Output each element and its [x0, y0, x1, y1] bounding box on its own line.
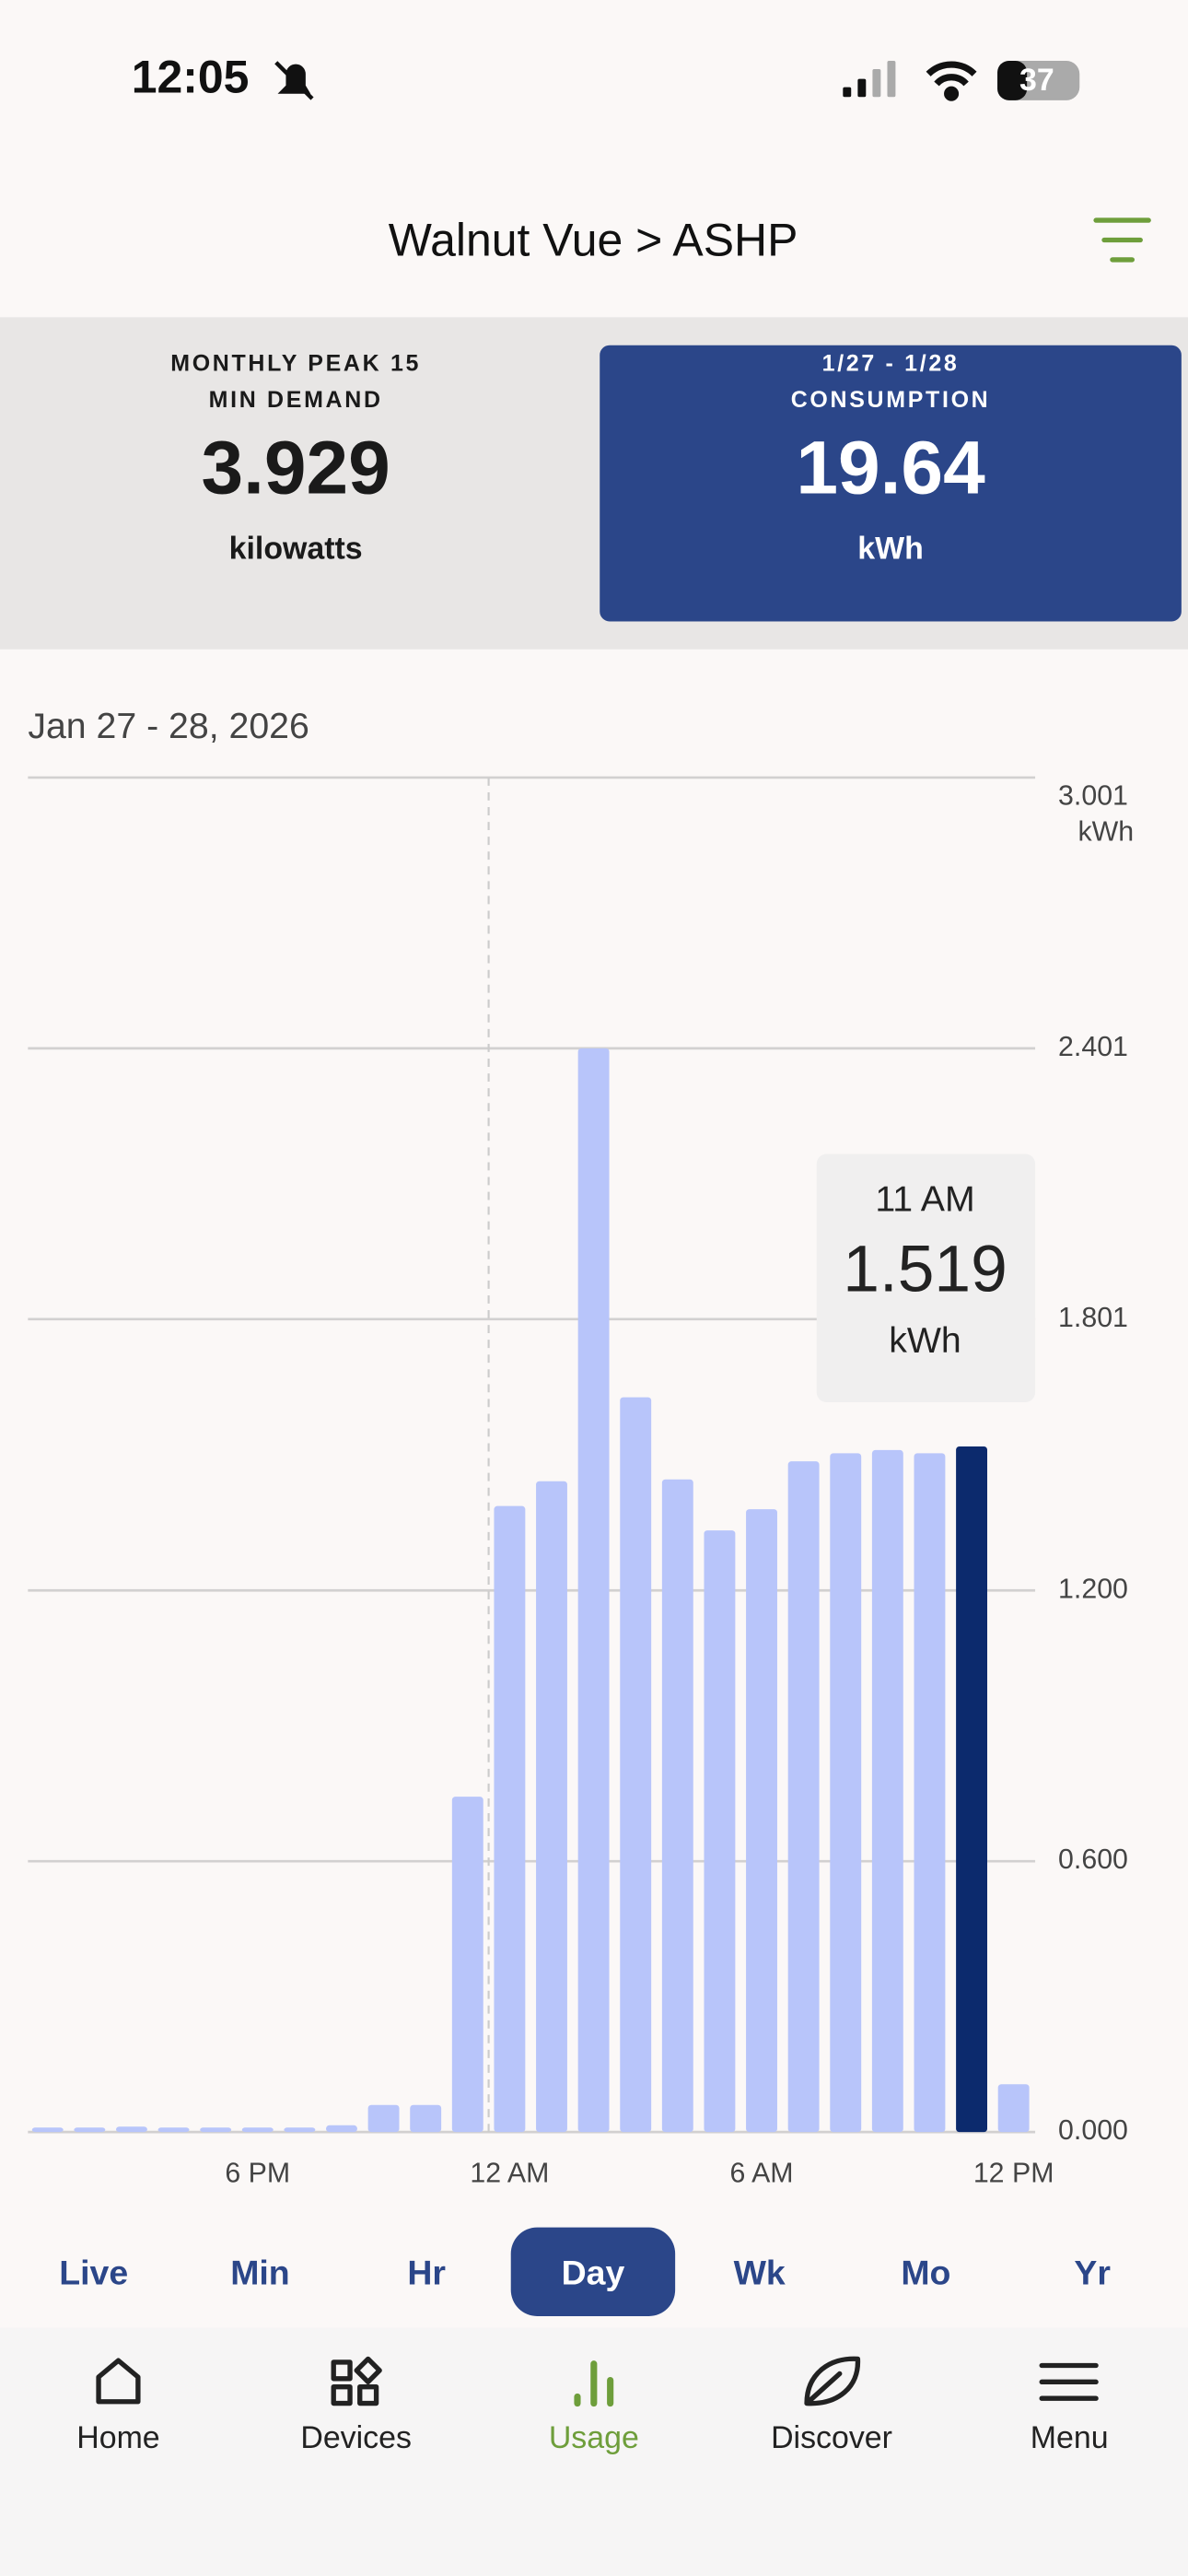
nav-icon[interactable] — [804, 2356, 861, 2406]
x-tick-label: 6 PM — [225, 2159, 290, 2189]
y-tick-label: 2.401 — [1058, 1032, 1128, 1062]
status-time: 12:05 — [132, 52, 250, 103]
mute-icon — [274, 61, 314, 100]
period-pill[interactable] — [510, 2227, 676, 2316]
period-tab[interactable]: Yr — [1074, 2253, 1111, 2291]
card-title: MIN DEMAND — [209, 387, 383, 413]
period-tab[interactable]: Live — [59, 2253, 128, 2291]
nav-label[interactable]: Devices — [300, 2420, 412, 2455]
controls: Live Min Hr Day Wk Mo Yr Home Devices Usage Discov… — [59, 2227, 1111, 2455]
bar[interactable] — [241, 2127, 274, 2133]
x-tick-label: 6 AM — [729, 2159, 793, 2189]
bar[interactable] — [200, 2127, 232, 2133]
x-tick-label: 12 AM — [470, 2159, 549, 2189]
period-tab[interactable]: Mo — [901, 2253, 950, 2291]
bar[interactable] — [577, 1048, 610, 2133]
bar[interactable] — [746, 1509, 777, 2133]
bar[interactable] — [326, 2125, 357, 2133]
card-title: 1/27 - 1/28 — [822, 351, 960, 377]
bar[interactable] — [704, 1530, 736, 2133]
bar[interactable] — [956, 1446, 988, 2133]
y-tick-label: 1.200 — [1058, 1574, 1128, 1604]
tooltip-unit: kWh — [889, 1320, 961, 1361]
card-value: 19.64 — [796, 427, 985, 510]
bar[interactable] — [116, 2126, 147, 2133]
bar[interactable] — [410, 2104, 442, 2133]
card-unit: kWh — [857, 532, 924, 567]
nav-icon[interactable] — [607, 2376, 614, 2407]
bar[interactable] — [997, 2084, 1030, 2133]
bar[interactable] — [536, 1481, 567, 2133]
signal-icon — [843, 61, 896, 98]
bar[interactable] — [31, 2127, 64, 2133]
card-value: 3.929 — [201, 427, 390, 510]
bar[interactable] — [914, 1453, 946, 2133]
nav-label[interactable]: Discover — [771, 2420, 892, 2455]
period-tab[interactable]: Wk — [734, 2253, 786, 2291]
nav-label[interactable]: Home — [76, 2420, 159, 2455]
y-unit: kWh — [1077, 817, 1134, 848]
consumption-card[interactable] — [600, 345, 1182, 622]
y-tick-label: 0.000 — [1058, 2115, 1128, 2146]
battery-text: 37 — [1019, 63, 1054, 98]
nav-icon[interactable] — [1039, 2362, 1099, 2401]
filter-button[interactable] — [1093, 217, 1151, 263]
tooltip-label: 11 AM — [875, 1179, 974, 1220]
nav-icon[interactable] — [574, 2393, 581, 2407]
nav-icon[interactable] — [96, 2358, 141, 2405]
battery-level — [997, 61, 1028, 100]
nav-label[interactable]: Usage — [549, 2420, 639, 2455]
tooltip-value: 1.519 — [843, 1233, 1007, 1306]
nav-icon[interactable] — [331, 2356, 382, 2406]
period-tab[interactable]: Day — [562, 2253, 625, 2291]
chart: 0.000 0.600 1.200 1.801 2.401 3.001 kWh 6 PM 12 … — [28, 776, 1134, 2189]
nav-icon[interactable] — [590, 2360, 598, 2407]
bar[interactable] — [661, 1479, 693, 2133]
date-range: Jan 27 - 28, 2026 — [28, 706, 309, 746]
tooltip — [816, 1153, 1036, 1402]
bar[interactable] — [157, 2127, 190, 2133]
bar[interactable] — [830, 1453, 862, 2133]
wifi-icon — [926, 61, 977, 101]
bar[interactable] — [74, 2127, 106, 2133]
bar[interactable] — [494, 1505, 526, 2133]
header-title: Walnut Vue > ASHP — [389, 214, 798, 265]
nav-label[interactable]: Menu — [1031, 2420, 1109, 2455]
y-tick-label: 3.001 — [1058, 780, 1128, 811]
bar[interactable] — [284, 2127, 316, 2133]
card-unit: kilowatts — [229, 532, 363, 567]
bar[interactable] — [451, 1797, 483, 2133]
y-tick-label: 1.801 — [1058, 1303, 1128, 1333]
x-tick-label: 12 PM — [973, 2159, 1054, 2189]
y-tick-label: 0.600 — [1058, 1844, 1128, 1875]
card-title: CONSUMPTION — [791, 387, 991, 413]
bar[interactable] — [787, 1461, 820, 2133]
card-title: MONTHLY PEAK 15 — [170, 351, 421, 377]
period-tab[interactable]: Min — [230, 2253, 289, 2291]
bar[interactable] — [620, 1397, 652, 2133]
bar[interactable] — [367, 2104, 400, 2133]
bar[interactable] — [871, 1449, 903, 2133]
period-tab[interactable]: Hr — [407, 2253, 446, 2291]
